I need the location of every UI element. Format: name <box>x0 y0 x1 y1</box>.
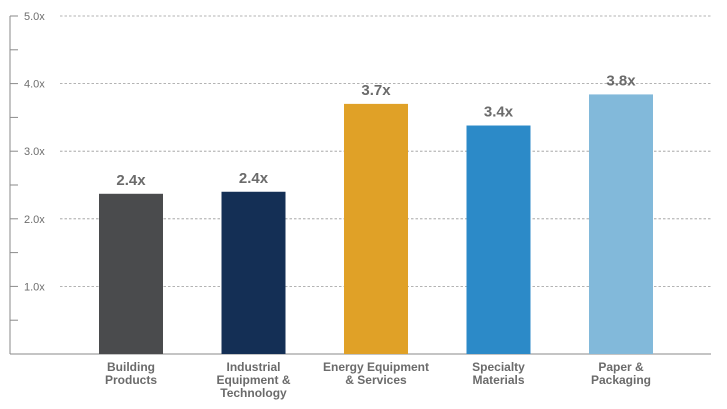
y-tick-label: 2.0x <box>24 214 45 226</box>
category-label-line: Products <box>105 373 157 387</box>
category-label-line: Materials <box>472 373 524 387</box>
category-label-line: Technology <box>220 386 287 400</box>
category-label-line: Energy Equipment <box>323 360 429 374</box>
category-label-line: Specialty <box>472 360 525 374</box>
bar <box>99 193 163 354</box>
y-tick-label: 5.0x <box>24 11 45 23</box>
category-label: Industrial Equipment & Technology <box>217 360 291 400</box>
category-label-line: Equipment & <box>217 373 291 387</box>
bar <box>589 94 653 354</box>
bar <box>466 125 531 355</box>
data-label: 3.8x <box>606 72 636 89</box>
category-label-line: & Services <box>345 373 407 387</box>
y-tick-label: 3.0x <box>24 146 45 158</box>
data-label: 3.4x <box>484 104 514 121</box>
data-labels: 2.4x 2.4x 3.7x 3.4x 3.8x <box>116 72 636 188</box>
y-tick-label: 4.0x <box>24 79 45 91</box>
category-labels: Building Products Industrial Equipment & Tec… <box>105 360 651 400</box>
category-label: Energy Equipment & Services <box>323 360 429 387</box>
category-label: Specialty Materials <box>472 360 525 387</box>
bars <box>99 94 653 355</box>
data-label: 2.4x <box>239 170 269 187</box>
category-label-line: Paper & <box>598 360 644 374</box>
data-label: 3.7x <box>361 82 391 99</box>
bar <box>344 103 408 354</box>
category-label: Paper & Packaging <box>591 360 651 387</box>
data-label: 2.4x <box>116 172 146 189</box>
y-tick-label: 1.0x <box>24 281 45 293</box>
bar <box>221 191 286 354</box>
category-label-line: Packaging <box>591 373 651 387</box>
category-label-line: Industrial <box>226 360 280 374</box>
category-label-line: Building <box>107 360 155 374</box>
category-label: Building Products <box>105 360 157 387</box>
